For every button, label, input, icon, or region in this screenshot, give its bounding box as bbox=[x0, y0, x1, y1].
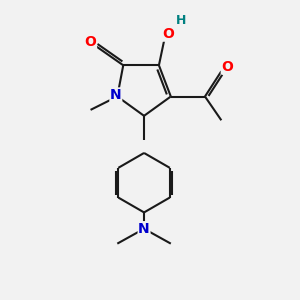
Text: N: N bbox=[110, 88, 122, 102]
Text: H: H bbox=[176, 14, 186, 27]
Text: O: O bbox=[85, 34, 97, 49]
Text: N: N bbox=[138, 222, 150, 236]
Text: O: O bbox=[162, 27, 174, 41]
Text: O: O bbox=[221, 60, 233, 74]
